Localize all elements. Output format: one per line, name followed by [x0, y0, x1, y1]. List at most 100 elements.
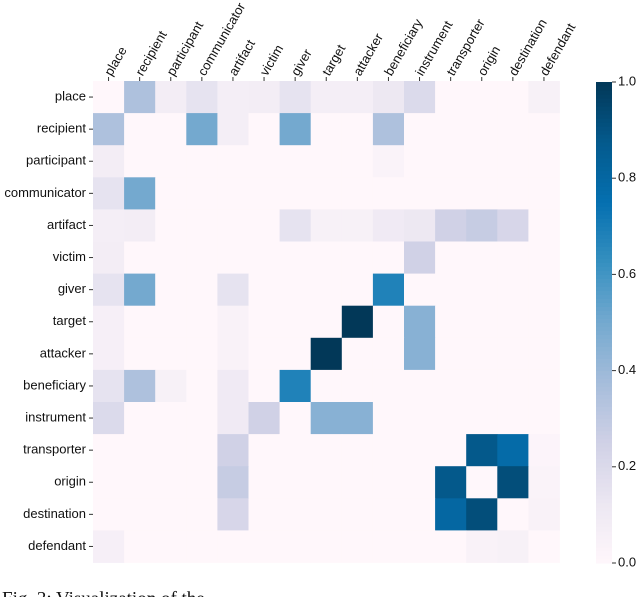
y-tick-label: place — [55, 88, 86, 103]
cell — [93, 337, 125, 371]
cell — [435, 113, 467, 146]
colorbar-segment — [596, 242, 612, 247]
colorbar-segment — [596, 502, 612, 508]
colorbar-segment — [596, 506, 612, 512]
colorbar-segment — [596, 166, 612, 171]
y-tick-label: instrument — [25, 409, 86, 424]
colorbar-segment — [596, 198, 612, 203]
colorbar-segment — [596, 410, 612, 416]
cell — [404, 369, 436, 403]
cell — [124, 530, 156, 563]
colorbar-tick-label: 0.6 — [618, 266, 636, 281]
colorbar-segment — [596, 514, 612, 520]
colorbar-segment — [596, 402, 612, 408]
cell — [528, 241, 560, 274]
cell — [124, 337, 156, 371]
colorbar-segment — [596, 210, 612, 215]
cell — [466, 273, 498, 307]
cell — [186, 402, 218, 435]
colorbar-segment — [596, 238, 612, 243]
cell — [124, 81, 156, 114]
cell — [404, 402, 436, 435]
cell — [497, 498, 529, 531]
cell — [248, 305, 280, 339]
cell — [217, 434, 249, 467]
cell — [497, 273, 529, 307]
cell — [93, 434, 125, 467]
cell — [341, 145, 374, 178]
cell — [341, 241, 374, 274]
cell — [124, 177, 156, 210]
cell — [279, 498, 312, 531]
cell — [466, 402, 498, 435]
cell — [310, 434, 343, 467]
colorbar-segment — [596, 146, 612, 151]
cell — [248, 498, 280, 531]
cell — [310, 337, 343, 371]
colorbar-segment — [596, 538, 612, 544]
colorbar-segment — [596, 490, 612, 496]
cell — [341, 466, 374, 499]
cell — [155, 145, 187, 178]
cell — [217, 498, 249, 531]
colorbar-segment — [596, 386, 612, 392]
colorbar-segment — [596, 150, 612, 155]
colorbar-segment — [596, 414, 612, 420]
cell — [341, 337, 374, 371]
cell — [217, 466, 249, 499]
colorbar-segment — [596, 370, 612, 376]
cell — [435, 305, 467, 339]
cell — [372, 530, 405, 563]
colorbar-segment — [596, 558, 612, 564]
cell — [93, 81, 125, 114]
cell — [93, 209, 125, 242]
cell — [310, 530, 343, 563]
colorbar-segment — [596, 234, 612, 239]
colorbar-segment — [596, 162, 612, 167]
colorbar-segment — [596, 306, 612, 311]
cell — [186, 209, 218, 242]
cell — [497, 369, 529, 403]
cell — [497, 337, 529, 371]
cell — [310, 402, 343, 435]
colorbar-segment — [596, 482, 612, 488]
cell — [248, 273, 280, 307]
cell — [93, 145, 125, 178]
cell — [186, 81, 218, 114]
cell — [435, 530, 467, 563]
cell — [248, 241, 280, 274]
cell — [186, 337, 218, 371]
cell — [528, 498, 560, 531]
colorbar-segment — [596, 350, 612, 356]
cell — [279, 241, 312, 274]
cell — [279, 81, 312, 114]
cell — [217, 369, 249, 403]
cell — [155, 337, 187, 371]
cell — [186, 305, 218, 339]
cell — [372, 498, 405, 531]
cell — [186, 498, 218, 531]
cell — [372, 177, 405, 210]
colorbar-segment — [596, 206, 612, 211]
cell — [93, 241, 125, 274]
cell — [497, 241, 529, 274]
cell — [497, 81, 529, 114]
colorbar-segment — [596, 434, 612, 440]
colorbar-segment — [596, 186, 612, 191]
cell — [341, 402, 374, 435]
cell — [217, 241, 249, 274]
cell — [497, 305, 529, 339]
cell — [310, 81, 343, 114]
colorbar-segment — [596, 218, 612, 223]
cell — [217, 337, 249, 371]
cell — [124, 145, 156, 178]
cell — [528, 530, 560, 563]
cell — [310, 466, 343, 499]
colorbar-segment — [596, 82, 612, 87]
cell — [497, 530, 529, 563]
cell — [155, 177, 187, 210]
cell — [372, 434, 405, 467]
colorbar-segment — [596, 522, 612, 528]
cell — [341, 305, 374, 339]
cell — [279, 209, 312, 242]
